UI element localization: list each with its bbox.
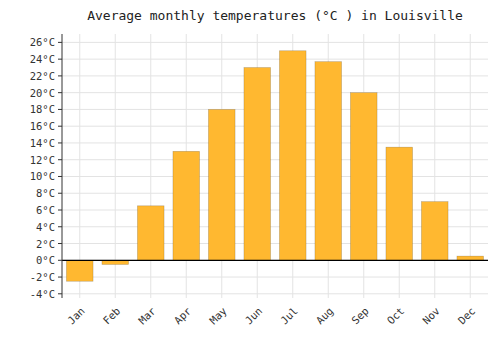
y-tick-label: 2°C	[36, 238, 55, 250]
title: Average monthly temperatures (°C ) in Lo…	[87, 8, 463, 23]
bar	[386, 147, 413, 260]
y-tick	[58, 126, 62, 127]
bar	[208, 109, 235, 260]
y-tick	[58, 210, 62, 211]
bar	[137, 206, 164, 260]
x-tick-label: Nov	[420, 305, 442, 327]
y-tick-label: 0°C	[36, 254, 55, 266]
y-tick-label: 10°C	[30, 170, 55, 182]
zero-line	[62, 260, 488, 261]
y-grid-line	[62, 126, 488, 127]
y-tick	[58, 92, 62, 93]
y-tick	[58, 159, 62, 160]
x-tick-labels: Jan Feb Mar Apr May Jun Jul Aug Sep Oct Nov Dec	[65, 305, 477, 327]
y-tick	[58, 226, 62, 227]
y-tick	[58, 277, 62, 278]
y-tick-label: 12°C	[30, 154, 55, 166]
y-tick-label: -2°C	[30, 271, 55, 283]
y-tick	[58, 59, 62, 60]
y-tick-label: 14°C	[30, 137, 55, 149]
bar	[350, 93, 377, 261]
y-tick	[58, 243, 62, 244]
x-tick-label: Jul	[278, 305, 300, 327]
grid	[62, 34, 488, 298]
y-tick-label: 22°C	[30, 70, 55, 82]
bar	[244, 68, 271, 261]
x-tick-label: Sep	[349, 305, 371, 327]
y-grid-line	[62, 260, 488, 261]
y-grid-line	[62, 142, 488, 143]
chart-svg: -4°C -2°C 0°C 2°C 4°C 6°C 8°C 10°C 12°C 14°C 16°C 1…	[0, 0, 500, 350]
bar	[173, 151, 200, 260]
x-tick-label: May	[207, 305, 229, 327]
y-grid-line	[62, 109, 488, 110]
y-grid-line	[62, 193, 488, 194]
bars	[66, 51, 483, 281]
y-tick-label: 24°C	[30, 53, 55, 65]
y-grid-line	[62, 59, 488, 60]
y-grid-line	[62, 75, 488, 76]
bar	[66, 260, 93, 281]
y-grid-line	[62, 92, 488, 93]
y-grid-line	[62, 159, 488, 160]
bar	[457, 256, 484, 260]
x-tick-label: Jun	[242, 305, 264, 327]
y-grid-line	[62, 176, 488, 177]
x-tick-label: Apr	[171, 305, 193, 327]
y-grid-line	[62, 293, 488, 294]
y-tick-label: 8°C	[36, 187, 55, 199]
y-tick	[58, 260, 62, 261]
y-tick	[58, 176, 62, 177]
y-tick	[58, 142, 62, 143]
x-tick-label: Mar	[136, 305, 158, 327]
y-tick-label: 4°C	[36, 221, 55, 233]
y-tick	[58, 193, 62, 194]
y-tick-label: 20°C	[30, 87, 55, 99]
y-grid-line	[62, 277, 488, 278]
x-tick-label: Jan	[65, 305, 87, 327]
x-tick-label: Feb	[100, 305, 122, 327]
y-grid-line	[62, 42, 488, 43]
x-grid-line	[79, 34, 80, 298]
x-grid-line	[115, 34, 116, 298]
x-tick-label: Aug	[313, 305, 335, 327]
y-tick-label: 6°C	[36, 204, 55, 216]
y-tick	[58, 75, 62, 76]
x-tick-label: Oct	[384, 305, 406, 327]
x-tick-label: Dec	[455, 305, 477, 327]
y-axis-line	[62, 34, 63, 298]
y-tick	[58, 293, 62, 294]
bar	[315, 62, 342, 261]
y-tick-label: 26°C	[30, 36, 55, 48]
bar	[279, 51, 306, 261]
chart-container: -4°C -2°C 0°C 2°C 4°C 6°C 8°C 10°C 12°C 14°C 16°C 1…	[0, 0, 500, 350]
y-tick-labels: -4°C -2°C 0°C 2°C 4°C 6°C 8°C 10°C 12°C 14°C 16°C 1…	[30, 36, 62, 299]
y-tick-label: 18°C	[30, 103, 55, 115]
y-tick	[58, 42, 62, 43]
bar	[102, 260, 129, 264]
y-tick-label: 16°C	[30, 120, 55, 132]
y-tick-label: -4°C	[30, 288, 55, 300]
bar	[421, 202, 448, 261]
y-tick	[58, 109, 62, 110]
